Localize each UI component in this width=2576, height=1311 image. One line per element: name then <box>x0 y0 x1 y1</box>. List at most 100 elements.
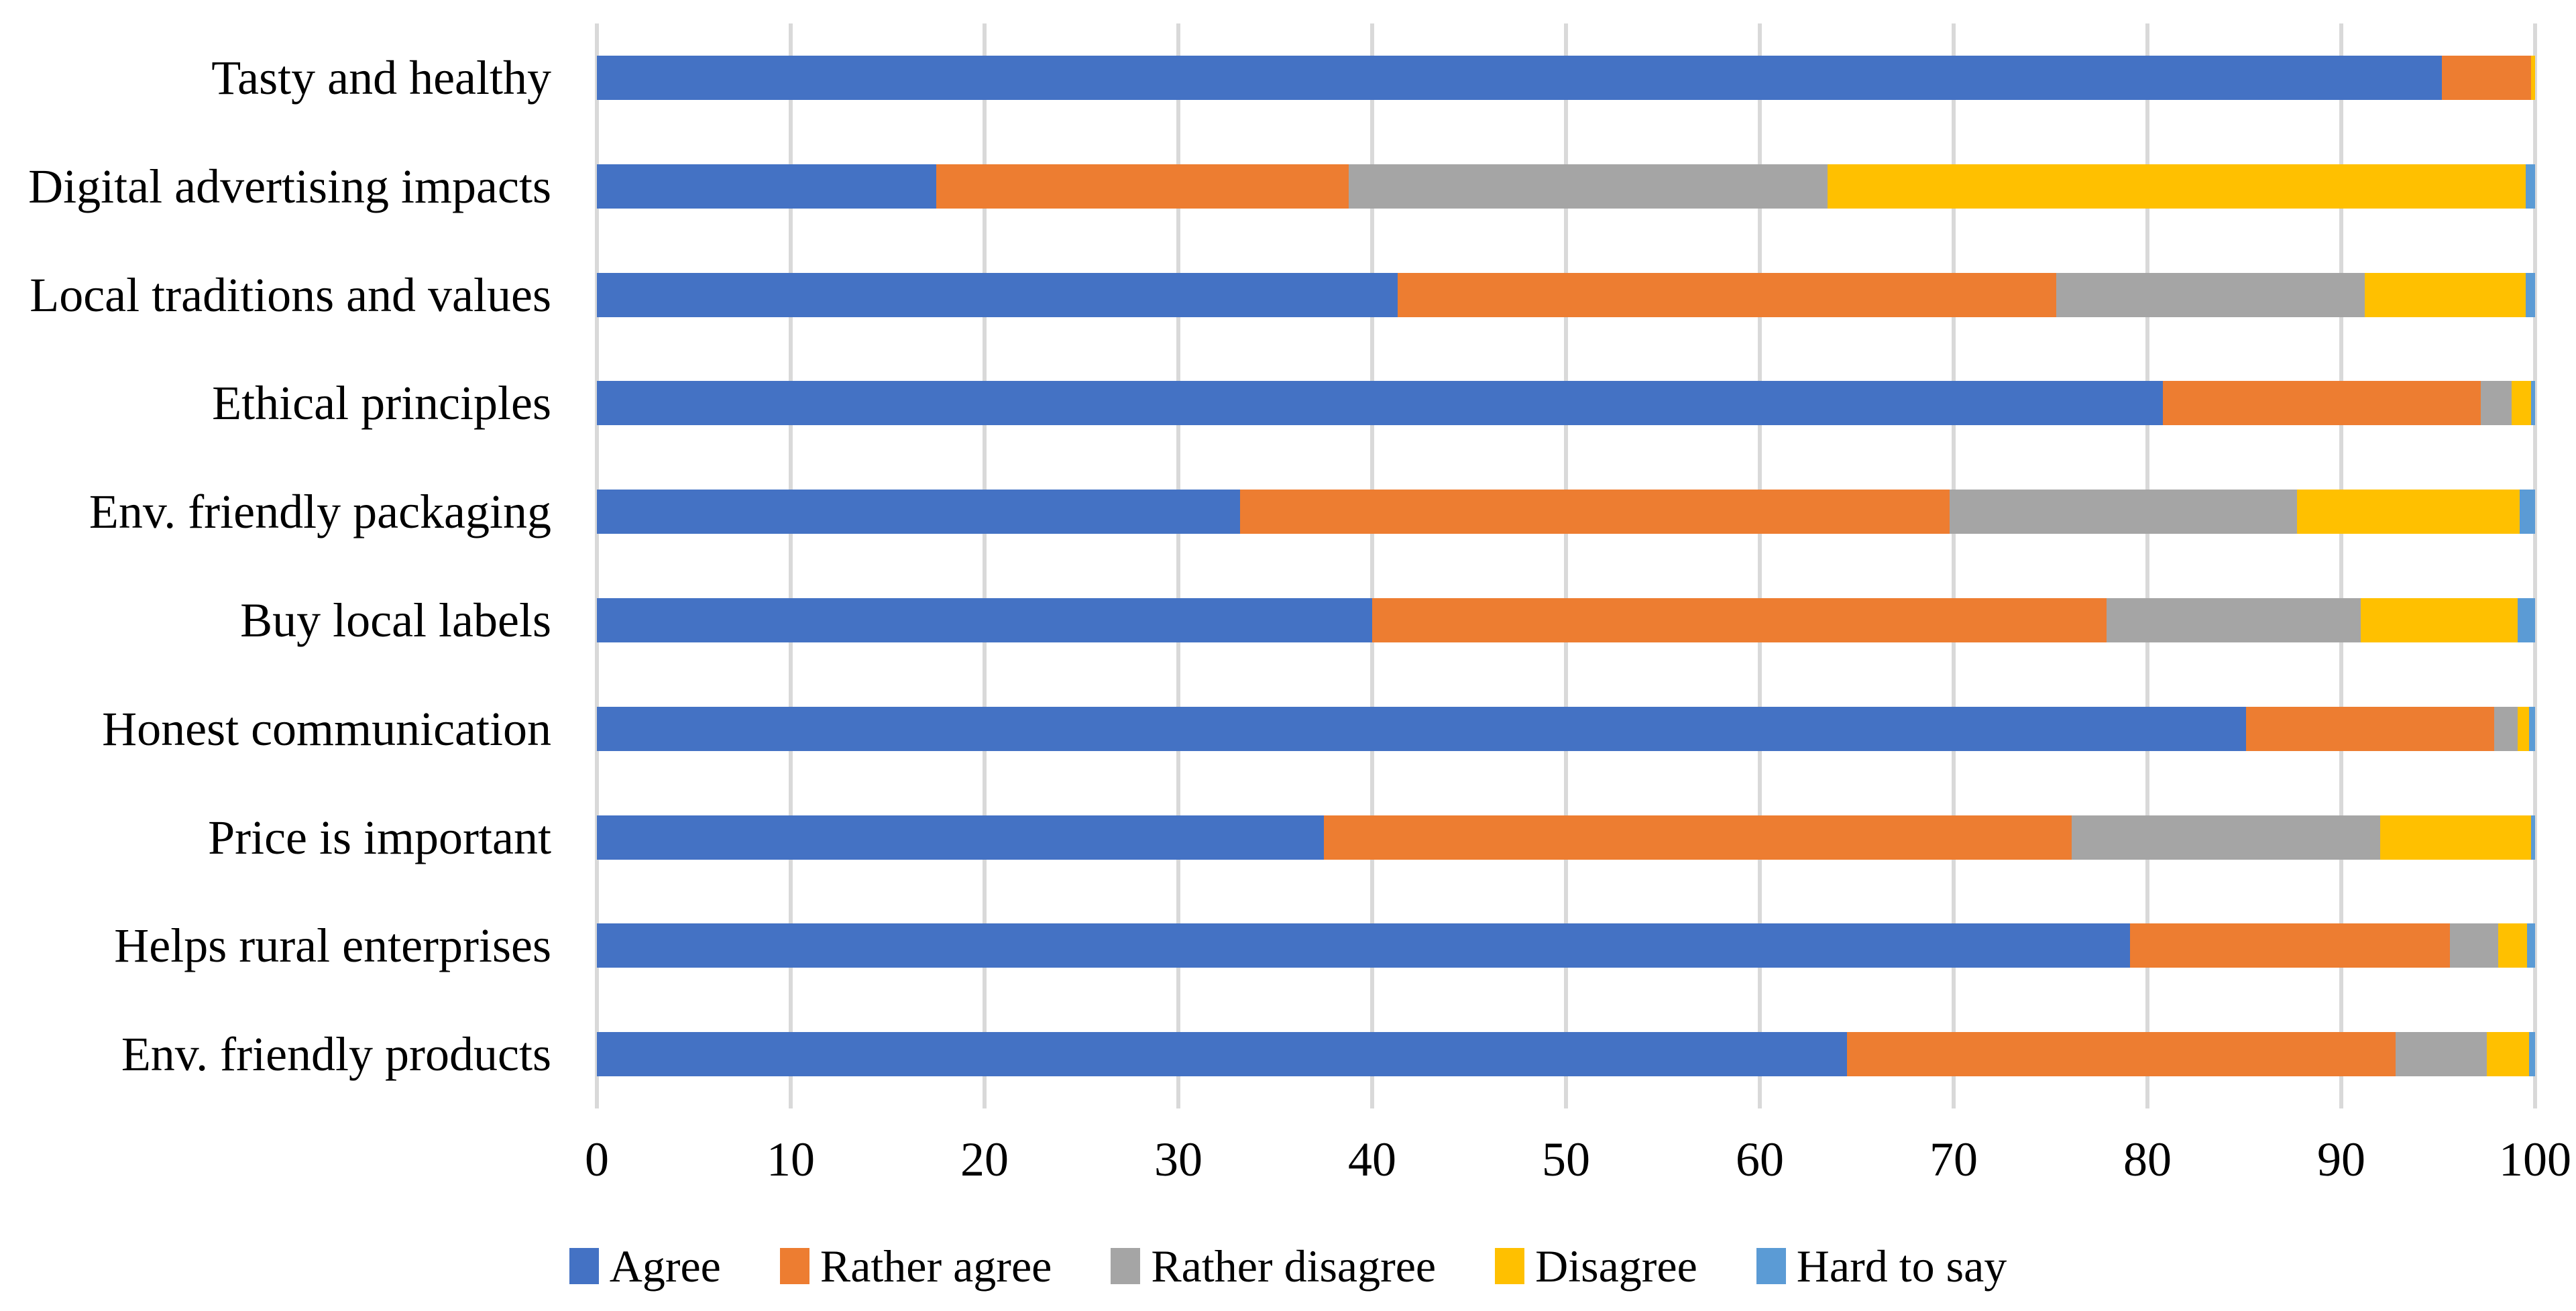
legend-label-rather-agree: Rather agree <box>820 1241 1052 1292</box>
segment-env-friendly-packaging-disagree <box>2296 490 2520 534</box>
gridline-40 <box>1370 23 1374 1108</box>
segment-honest-communication-agree <box>597 707 2247 751</box>
segment-price-is-important-rather-disagree <box>2072 815 2380 860</box>
legend-item-rather-agree: Rather agree <box>779 1239 1052 1293</box>
gridline-90 <box>2339 23 2343 1108</box>
legend-swatch-hard-to-say <box>1756 1248 1786 1284</box>
category-label-ethical-principles: Ethical principles <box>212 376 551 430</box>
segment-buy-local-labels-agree <box>597 598 1372 642</box>
legend-swatch-rather-disagree <box>1111 1248 1141 1284</box>
segment-local-traditions-and-values-agree <box>597 273 1398 317</box>
segment-helps-rural-enterprises-disagree <box>2498 923 2528 968</box>
segment-helps-rural-enterprises-rather-agree <box>2129 923 2450 968</box>
bar-row-price-is-important <box>597 815 2535 860</box>
x-tick-label-50: 50 <box>1542 1133 1590 1186</box>
category-label-honest-communication: Honest communication <box>102 702 551 756</box>
category-label-digital-advertising-impacts: Digital advertising impacts <box>28 160 551 213</box>
x-tick-label-60: 60 <box>1736 1133 1784 1186</box>
segment-price-is-important-rather-agree <box>1323 815 2072 860</box>
segment-helps-rural-enterprises-hard-to-say <box>2527 923 2535 968</box>
segment-ethical-principles-rather-disagree <box>2481 381 2512 425</box>
segment-env-friendly-packaging-hard-to-say <box>2519 490 2535 534</box>
segment-ethical-principles-hard-to-say <box>2531 381 2535 425</box>
bar-row-helps-rural-enterprises <box>597 923 2535 968</box>
gridline-60 <box>1758 23 1762 1108</box>
segment-helps-rural-enterprises-agree <box>597 923 2130 968</box>
category-label-helps-rural-enterprises: Helps rural enterprises <box>114 919 551 972</box>
legend-item-rather-disagree: Rather disagree <box>1111 1239 1436 1293</box>
bar-row-honest-communication <box>597 707 2535 751</box>
x-tick-label-90: 90 <box>2317 1133 2365 1186</box>
plot-area <box>595 23 2537 1108</box>
legend-item-agree: Agree <box>569 1239 721 1293</box>
bar-row-env-friendly-products <box>597 1032 2535 1076</box>
segment-digital-advertising-impacts-hard-to-say <box>2525 164 2535 209</box>
segment-ethical-principles-disagree <box>2512 381 2532 425</box>
segment-tasty-and-healthy-agree <box>597 56 2443 100</box>
bar-row-ethical-principles <box>597 381 2535 425</box>
x-tick-label-0: 0 <box>585 1133 609 1186</box>
segment-digital-advertising-impacts-rather-disagree <box>1349 164 1828 209</box>
segment-price-is-important-agree <box>597 815 1324 860</box>
segment-ethical-principles-rather-agree <box>2163 381 2481 425</box>
legend: Agree Rather agree Rather disagree Disagree… <box>0 1239 2576 1293</box>
category-label-buy-local-labels: Buy local labels <box>240 593 551 647</box>
segment-digital-advertising-impacts-agree <box>597 164 936 209</box>
segment-helps-rural-enterprises-rather-disagree <box>2449 923 2499 968</box>
gridline-0 <box>595 23 599 1108</box>
segment-env-friendly-packaging-rather-agree <box>1240 490 1950 534</box>
bar-row-local-traditions-and-values <box>597 273 2535 317</box>
bar-row-buy-local-labels <box>597 598 2535 642</box>
category-label-local-traditions-and-values: Local traditions and values <box>30 268 551 322</box>
legend-label-hard-to-say: Hard to say <box>1796 1241 2007 1292</box>
segment-price-is-important-disagree <box>2379 815 2532 860</box>
segment-tasty-and-healthy-rather-agree <box>2442 56 2532 100</box>
legend-label-rather-disagree: Rather disagree <box>1151 1241 1437 1292</box>
segment-env-friendly-products-rather-agree <box>1847 1032 2396 1076</box>
category-label-price-is-important: Price is important <box>208 811 551 864</box>
gridline-70 <box>1952 23 1956 1108</box>
category-label-env-friendly-products: Env. friendly products <box>121 1027 551 1081</box>
x-tick-label-20: 20 <box>960 1133 1009 1186</box>
x-tick-label-40: 40 <box>1348 1133 1396 1186</box>
segment-honest-communication-rather-disagree <box>2494 707 2518 751</box>
segment-env-friendly-products-disagree <box>2486 1032 2530 1076</box>
segment-env-friendly-packaging-agree <box>597 490 1241 534</box>
legend-item-disagree: Disagree <box>1495 1239 1697 1293</box>
bar-row-digital-advertising-impacts <box>597 164 2535 209</box>
segment-buy-local-labels-rather-agree <box>1372 598 2107 642</box>
legend-swatch-agree <box>569 1248 599 1284</box>
legend-swatch-rather-agree <box>779 1248 809 1284</box>
x-tick-label-10: 10 <box>767 1133 815 1186</box>
x-tick-label-100: 100 <box>2499 1133 2571 1186</box>
legend-item-hard-to-say: Hard to say <box>1756 1239 2007 1293</box>
gridline-80 <box>2145 23 2149 1108</box>
segment-local-traditions-and-values-rather-agree <box>1397 273 2057 317</box>
gridline-30 <box>1176 23 1180 1108</box>
bar-row-env-friendly-packaging <box>597 490 2535 534</box>
gridline-20 <box>983 23 987 1108</box>
gridline-100 <box>2533 23 2537 1108</box>
bar-row-tasty-and-healthy <box>597 56 2535 100</box>
segment-env-friendly-products-rather-disagree <box>2395 1032 2487 1076</box>
segment-digital-advertising-impacts-disagree <box>1828 164 2526 209</box>
segment-price-is-important-hard-to-say <box>2531 815 2535 860</box>
segment-local-traditions-and-values-disagree <box>2364 273 2526 317</box>
segment-tasty-and-healthy-disagree <box>2531 56 2535 100</box>
x-tick-label-30: 30 <box>1154 1133 1202 1186</box>
category-label-env-friendly-packaging: Env. friendly packaging <box>89 485 551 538</box>
legend-swatch-disagree <box>1495 1248 1525 1284</box>
segment-honest-communication-disagree <box>2517 707 2530 751</box>
category-label-tasty-and-healthy: Tasty and healthy <box>211 51 551 105</box>
segment-ethical-principles-agree <box>597 381 2164 425</box>
gridline-10 <box>789 23 793 1108</box>
segment-honest-communication-hard-to-say <box>2529 707 2535 751</box>
segment-digital-advertising-impacts-rather-agree <box>936 164 1349 209</box>
segment-env-friendly-packaging-rather-disagree <box>1950 490 2297 534</box>
segment-local-traditions-and-values-rather-disagree <box>2056 273 2365 317</box>
x-tick-label-80: 80 <box>2123 1133 2172 1186</box>
legend-label-disagree: Disagree <box>1535 1241 1697 1292</box>
segment-env-friendly-products-agree <box>597 1032 1848 1076</box>
segment-buy-local-labels-hard-to-say <box>2517 598 2535 642</box>
